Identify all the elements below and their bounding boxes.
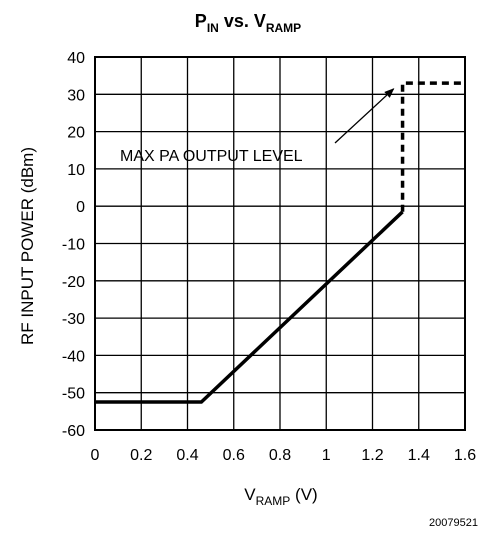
x-axis-title: VRAMP (V)	[244, 485, 317, 508]
x-tick-label: 1.4	[408, 447, 430, 464]
y-tick-label: -60	[62, 423, 85, 440]
y-tick-label: -50	[62, 386, 85, 403]
x-tick-label: 0.4	[176, 447, 198, 464]
x-tick-label: 1.6	[454, 447, 476, 464]
y-tick-label: -30	[62, 311, 85, 328]
y-tick-label: -20	[62, 274, 85, 291]
y-tick-label: 10	[67, 162, 85, 179]
x-tick-label: 0	[91, 447, 100, 464]
y-tick-label: 40	[67, 50, 85, 67]
figure-id: 20079521	[429, 517, 478, 529]
y-tick-label: 0	[76, 199, 85, 216]
series-group	[95, 81, 465, 404]
y-axis-title: RF INPUT POWER (dBm)	[18, 147, 37, 345]
y-tick-label: -10	[62, 237, 85, 254]
x-tick-label: 0.2	[130, 447, 152, 464]
x-tick-label: 1	[322, 447, 331, 464]
x-tick-label: 0.8	[269, 447, 291, 464]
y-tick-label: 30	[67, 87, 85, 104]
annotation-label: MAX PA OUTPUT LEVEL	[120, 148, 303, 165]
y-tick-label: 20	[67, 125, 85, 142]
x-tick-labels: 0 0.2 0.4 0.6 0.8 1 1.2 1.4 1.6	[91, 447, 477, 464]
max-output-line	[400, 81, 465, 212]
input-power-line	[95, 210, 404, 404]
y-tick-label: -40	[62, 348, 85, 365]
plot-frame	[94, 56, 466, 431]
y-tick-labels: 40 30 20 10 0 -10 -20 -30 -40 -50 -60	[62, 50, 85, 440]
x-tick-label: 0.6	[223, 447, 245, 464]
annotation-arrow	[334, 88, 395, 144]
x-tick-label: 1.2	[361, 447, 383, 464]
chart-title: PIN vs. VRAMP	[195, 11, 301, 35]
grid	[94, 56, 466, 431]
